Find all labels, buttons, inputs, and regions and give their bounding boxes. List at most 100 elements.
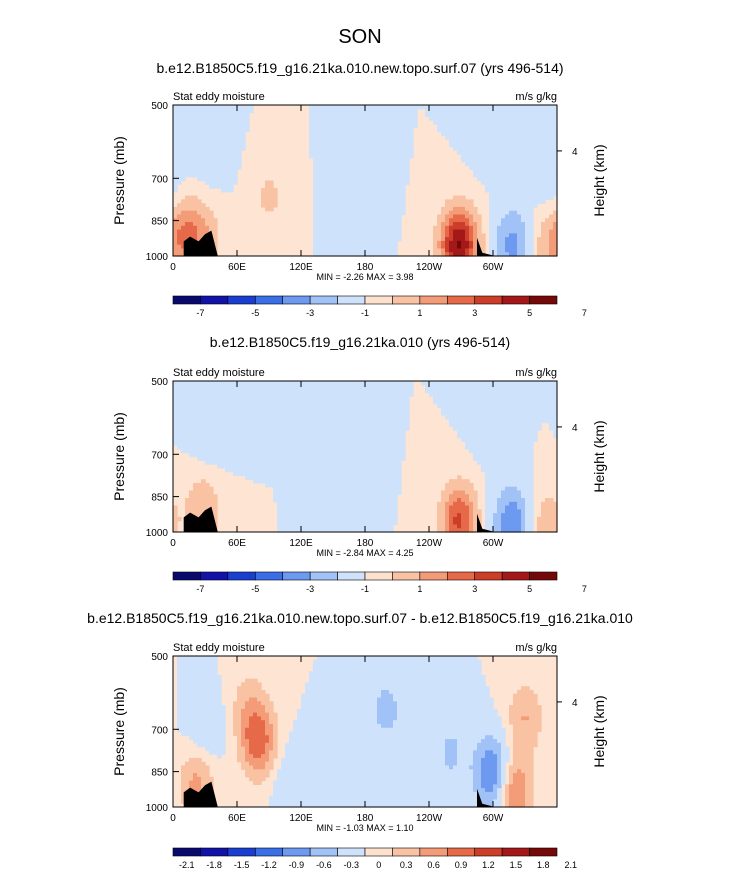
field-cell [289,434,294,438]
field-cell [493,385,498,389]
field-cell [213,392,218,396]
field-cell [281,498,286,502]
field-cell [217,181,222,185]
field-cell [305,517,310,521]
field-cell [325,214,330,218]
field-cell [349,147,354,151]
field-cell [397,392,402,396]
field-cell [329,169,334,173]
field-cell [501,241,506,245]
field-cell [205,483,210,487]
field-cell [369,453,374,457]
field-cell [205,143,210,147]
field-cell [265,381,270,385]
field-cell [373,214,378,218]
field-cell [345,464,350,468]
field-cell [277,411,282,415]
field-cell [481,441,486,445]
field-cell [497,124,502,128]
field-cell [209,154,214,158]
field-cell [305,381,310,385]
field-cell [541,150,546,154]
field-cell [193,502,198,506]
field-cell [521,188,526,192]
field-cell [317,207,322,211]
field-cell [225,423,230,427]
field-cell [357,426,362,430]
field-cell [369,177,374,181]
field-cell [377,181,382,185]
field-cell [289,509,294,513]
field-cell [201,120,206,124]
field-cell [337,483,342,487]
field-cell [357,135,362,139]
field-cell [325,245,330,249]
field-cell [397,165,402,169]
field-cell [293,494,298,498]
field-cell [437,226,442,230]
field-cell [293,524,298,528]
field-cell [493,222,498,226]
field-cell [213,165,218,169]
field-cell [373,222,378,226]
field-cell [461,203,466,207]
field-cell [277,453,282,457]
field-cell [197,389,202,393]
field-cell [361,124,366,128]
field-cell [213,226,218,230]
field-cell [341,120,346,124]
field-cell [349,116,354,120]
field-cell [221,453,226,457]
field-cell [513,207,518,211]
field-cell [185,396,190,400]
field-cell [173,154,178,158]
field-cell [289,449,294,453]
field-cell [533,120,538,124]
field-cell [357,430,362,434]
field-cell [349,150,354,154]
field-cell [365,162,370,166]
field-cell [337,494,342,498]
field-cell [485,169,490,173]
field-cell [405,109,410,113]
field-cell [225,400,230,404]
field-cell [225,128,230,132]
field-cell [273,449,278,453]
field-cell [289,404,294,408]
field-cell [213,143,218,147]
field-cell [181,218,186,222]
field-cell [285,407,290,411]
field-cell [413,113,418,117]
field-cell [533,165,538,169]
field-cell [449,396,454,400]
field-cell [365,479,370,483]
field-cell [309,517,314,521]
field-cell [461,389,466,393]
field-cell [481,233,486,237]
field-cell [293,407,298,411]
field-cell [549,226,554,230]
field-cell [193,218,198,222]
field-cell [289,445,294,449]
field-cell [257,426,262,430]
field-cell [357,381,362,385]
field-cell [229,441,234,445]
field-cell [385,419,390,423]
field-cell [393,192,398,196]
field-cell [349,475,354,479]
field-cell [269,188,274,192]
field-cell [473,173,478,177]
field-cell [541,233,546,237]
field-cell [285,396,290,400]
field-cell [373,135,378,139]
field-cell [369,150,374,154]
field-cell [201,211,206,215]
field-cell [173,411,178,415]
field-cell [377,441,382,445]
field-cell [473,237,478,241]
field-cell [337,128,342,132]
field-cell [373,415,378,419]
field-cell [337,441,342,445]
field-cell [401,457,406,461]
field-cell [525,203,530,207]
